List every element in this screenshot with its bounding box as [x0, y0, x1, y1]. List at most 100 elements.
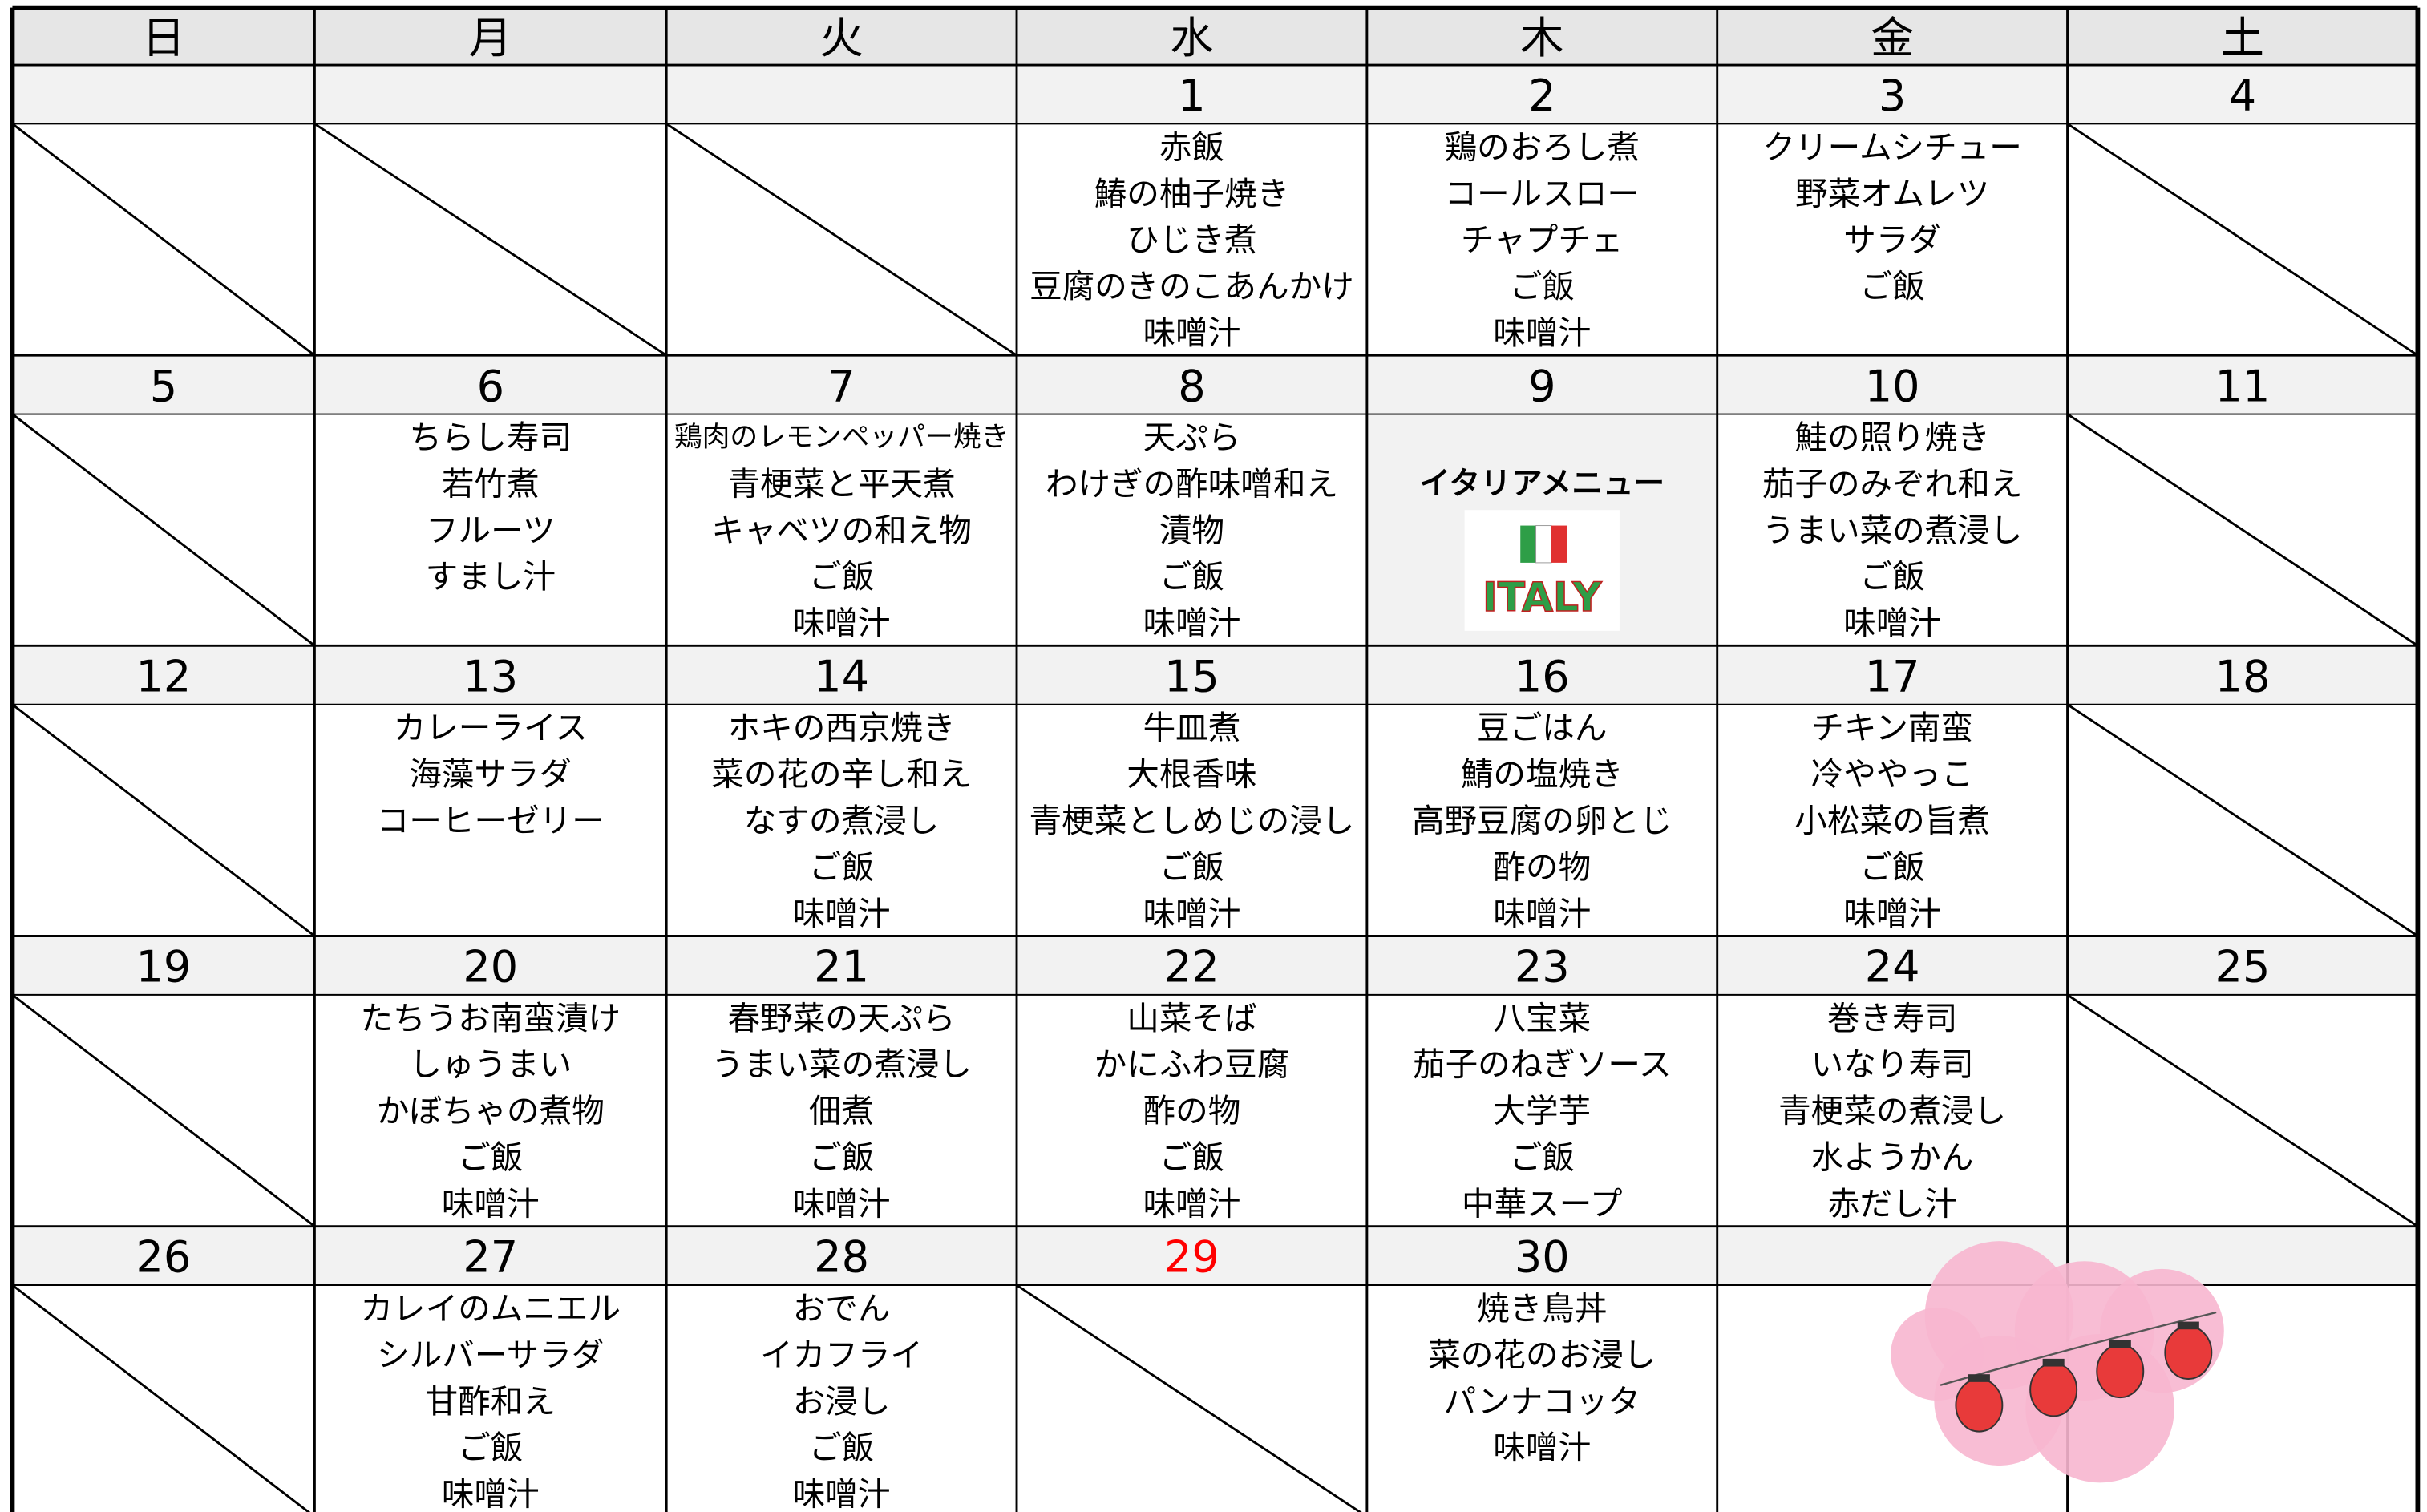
- date: 29: [1164, 1232, 1220, 1283]
- menu-item: コールスロー: [1445, 174, 1640, 212]
- menu-item: 冷ややっこ: [1811, 755, 1974, 794]
- menu-item: うまい菜の煮浸し: [711, 1045, 972, 1084]
- date-row-bg: [12, 645, 2418, 705]
- menu-item: 味噌汁: [1493, 1429, 1591, 1467]
- weekday: 土: [2221, 13, 2264, 63]
- menu-item: 焼き鳥丼: [1477, 1289, 1607, 1328]
- menu-item: イカフライ: [760, 1336, 923, 1374]
- menu-item: すまし汁: [426, 557, 556, 596]
- weekday: 日: [142, 13, 185, 63]
- menu-item: ご飯: [1860, 557, 1925, 596]
- diagonal: [11, 1284, 311, 1512]
- diagonal: [313, 123, 667, 357]
- menu-item: 八宝菜: [1493, 999, 1591, 1037]
- lantern-cap: [2177, 1321, 2199, 1330]
- menu-item: ご飯: [1510, 1138, 1575, 1177]
- italy-illustration: ITALY: [1464, 510, 1620, 631]
- menu-item: クリームシチュー: [1762, 127, 2021, 166]
- menu-item: 菜の花の辛し和え: [711, 755, 972, 794]
- menu-item: カレイのムニエル: [360, 1289, 621, 1328]
- menu-item: 野菜オムレツ: [1795, 174, 1989, 212]
- lantern-cap: [1968, 1374, 1990, 1382]
- date: 10: [1865, 361, 1920, 411]
- date: 25: [2215, 942, 2271, 993]
- menu-item: 味噌汁: [793, 1475, 891, 1512]
- weekday: 木: [1520, 13, 1563, 63]
- menu-item: 若竹煮: [442, 464, 540, 503]
- menu-item: 味噌汁: [793, 604, 891, 642]
- menu-item: ご飯: [1159, 847, 1224, 886]
- menu-item: 水ようかん: [1811, 1138, 1974, 1177]
- menu-item: 牛皿煮: [1143, 709, 1241, 747]
- menu-item: ご飯: [458, 1138, 523, 1177]
- diagonal: [11, 993, 316, 1227]
- menu-item: 酢の物: [1493, 847, 1591, 886]
- menu-item: ご飯: [809, 1429, 874, 1467]
- lantern-illustration: [1891, 1241, 2224, 1483]
- lantern: [1955, 1378, 2004, 1433]
- menu-item: ご飯: [1860, 847, 1925, 886]
- date-row-bg: [12, 936, 2418, 995]
- menu-item: サラダ: [1843, 220, 1941, 259]
- menu-item: 巻き寿司: [1827, 999, 1957, 1037]
- menu-item: 赤飯: [1159, 127, 1224, 166]
- diagonal: [11, 413, 316, 647]
- menu-item: キャベツの和え物: [711, 511, 972, 549]
- date: 24: [1865, 942, 1920, 993]
- menu-item: 青梗菜と平天煮: [728, 464, 956, 503]
- menu-item: 青梗菜の煮浸し: [1778, 1092, 2006, 1130]
- date: 17: [1865, 651, 1920, 701]
- flag-white: [1535, 525, 1552, 564]
- date: 3: [1879, 71, 1906, 121]
- diagonal: [2066, 413, 2419, 647]
- menu-item: 大学芋: [1493, 1092, 1591, 1130]
- menu-item: 赤だし汁: [1827, 1184, 1957, 1223]
- date: 15: [1164, 651, 1220, 701]
- menu-item: 豆腐のきのこあんかけ: [1029, 267, 1354, 305]
- menu-item: 鶏肉のレモンペッパー焼き: [674, 422, 1009, 454]
- lantern: [2096, 1344, 2145, 1399]
- menu-item: ちらし寿司: [409, 418, 572, 457]
- date: 27: [463, 1232, 518, 1283]
- date: 28: [814, 1232, 869, 1283]
- menu-item: お浸し: [793, 1382, 891, 1421]
- date: 20: [463, 942, 518, 993]
- menu-item: カレーライス: [394, 709, 588, 747]
- date: 13: [463, 651, 518, 701]
- menu-item: かにふわ豆腐: [1094, 1045, 1289, 1084]
- menu-item: しゅうまい: [409, 1045, 572, 1084]
- menu-item: チキン南蛮: [1811, 709, 1973, 747]
- menu-item: 味噌汁: [1143, 894, 1241, 932]
- weekday: 水: [1170, 13, 1213, 63]
- diagonal: [665, 123, 1017, 357]
- diagonal: [2066, 123, 2419, 357]
- date-row-bg: [12, 355, 2418, 414]
- menu-item: 鮭の照り焼き: [1794, 418, 1989, 457]
- lantern-cap: [2109, 1340, 2131, 1348]
- menu-item: 味噌汁: [1143, 313, 1241, 352]
- weekday: 金: [1871, 13, 1914, 63]
- menu-item: 菜の花のお浸し: [1428, 1336, 1656, 1374]
- menu-item: ご飯: [809, 557, 874, 596]
- menu-item: 青梗菜としめじの浸し: [1029, 802, 1355, 840]
- menu-item: 大根香味: [1127, 755, 1256, 794]
- menu-item: 茄子のねぎソース: [1413, 1045, 1672, 1084]
- illustration-text: ITALY: [1482, 573, 1602, 621]
- date: 16: [1515, 651, 1570, 701]
- menu-item: チャプチェ: [1461, 220, 1623, 259]
- menu-item: わけぎの酢味噌和え: [1046, 464, 1338, 503]
- date: 30: [1515, 1232, 1570, 1283]
- lantern: [2029, 1362, 2078, 1417]
- menu-item: 味噌汁: [1493, 313, 1591, 352]
- menu-item: 春野菜の天ぷら: [728, 999, 956, 1037]
- menu-item: 漬物: [1159, 511, 1224, 549]
- date: 11: [2215, 361, 2271, 411]
- diagonal: [2066, 993, 2419, 1227]
- menu-item: 小松菜の旨煮: [1794, 802, 1989, 840]
- diagonal: [11, 703, 316, 937]
- menu-item: 味噌汁: [1843, 604, 1941, 642]
- menu-item: たちうお南蛮漬け: [360, 999, 621, 1037]
- menu-item: 甘酢和え: [426, 1382, 556, 1421]
- flag-green: [1520, 525, 1536, 563]
- menu-item: 茄子のみぞれ和え: [1762, 464, 2023, 503]
